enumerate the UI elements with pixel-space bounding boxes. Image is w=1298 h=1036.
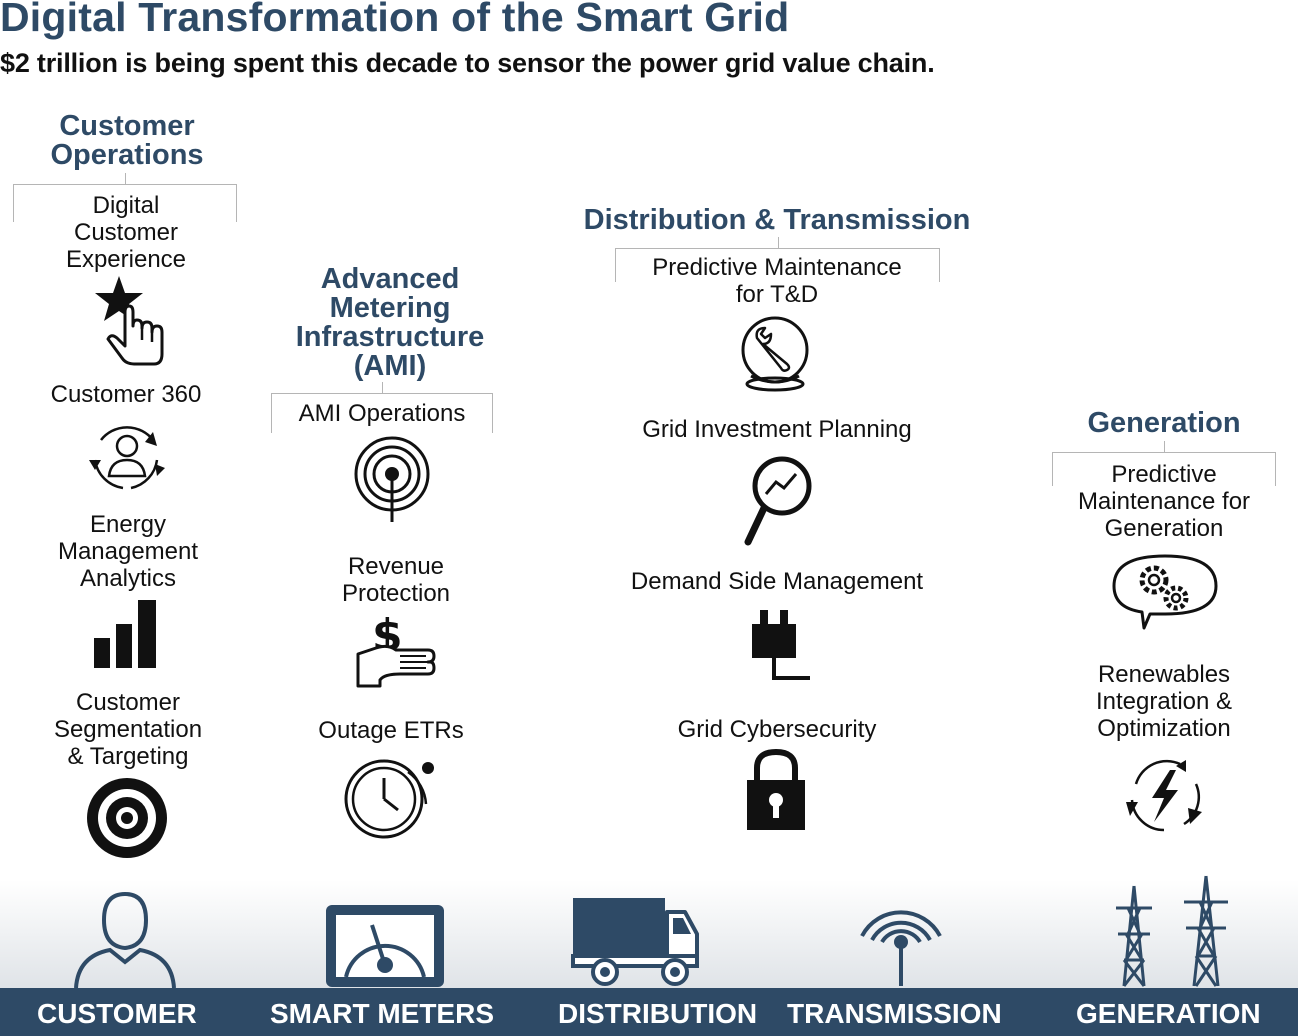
clock-icon [344,759,434,839]
transmission-signal-icon [860,910,942,986]
item-label-customer-segmentation: Customer Segmentation & Targeting [53,689,203,770]
item-label-demand-side-management: Demand Side Management [630,568,924,595]
value-chain-bar: CUSTOMER SMART METERS DISTRIBUTION TRANS… [0,988,1298,1036]
section-title-distribution-transmission: Distribution & Transmission [583,204,971,236]
section-bracket [271,382,493,433]
person-cycle-icon [89,426,165,490]
wrench-globe-icon [741,316,809,392]
item-label-ami-operations: AMI Operations [298,400,466,427]
page-subtitle: $2 trillion is being spent this decade t… [0,48,935,78]
power-tower-icon [1116,875,1228,987]
item-label-energy-management-analytics: Energy Management Analytics [57,511,199,592]
page-title: Digital Transformation of the Smart Grid [0,0,790,40]
value-chain-transmission: TRANSMISSION [787,998,1002,1029]
section-title-ami: Advanced Metering Infrastructure (AMI) [295,263,485,382]
value-chain-generation: GENERATION [1076,998,1261,1029]
section-bracket [13,173,237,222]
item-label-predictive-maintenance-td: Predictive Maintenance for T&D [652,254,902,308]
item-label-customer-360: Customer 360 [50,381,202,408]
truck-icon [571,898,699,986]
customer-person-icon [74,891,176,989]
value-chain-customer: CUSTOMER [37,998,197,1029]
star-hand-icon [95,276,164,366]
value-chain-smart-meters: SMART METERS [270,998,494,1029]
plug-icon [752,610,810,680]
gears-bubble-icon [1112,554,1218,630]
item-label-revenue-protection: Revenue Protection [341,553,451,607]
signal-target-icon [354,436,430,522]
section-bracket [1052,441,1276,486]
section-bracket [615,237,940,282]
value-chain-distribution: DISTRIBUTION [558,998,758,1029]
item-label-grid-investment-planning: Grid Investment Planning [642,416,912,443]
magnifier-chart-icon [744,456,812,546]
item-label-renewables-integration: Renewables Integration & Optimization [1095,661,1233,742]
dollar-hand-icon: $ [356,612,436,688]
item-label-outage-etrs: Outage ETRs [318,717,464,744]
padlock-icon [747,748,805,830]
section-title-customer-operations: Customer Operations [50,110,204,171]
item-label-grid-cybersecurity: Grid Cybersecurity [677,716,877,743]
bar-chart-icon [94,600,156,668]
lightning-cycle-icon [1126,759,1202,832]
item-label-digital-customer-experience: Digital Customer Experience [65,192,187,273]
item-label-predictive-maintenance-generation: Predictive Maintenance for Generation [1077,461,1251,542]
target-icon [87,778,167,858]
section-title-generation: Generation [1087,407,1241,439]
smart-meter-icon [326,905,444,987]
